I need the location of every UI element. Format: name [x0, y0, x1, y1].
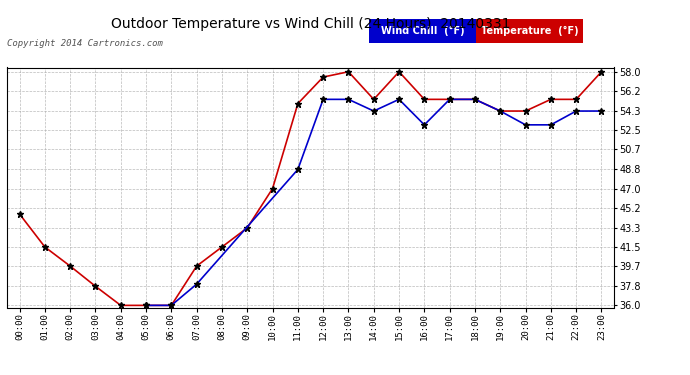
Text: Outdoor Temperature vs Wind Chill (24 Hours)  20140331: Outdoor Temperature vs Wind Chill (24 Ho… — [111, 17, 510, 31]
Text: Copyright 2014 Cartronics.com: Copyright 2014 Cartronics.com — [7, 39, 163, 48]
Text: Wind Chill  (°F): Wind Chill (°F) — [381, 26, 464, 36]
Text: Temperature  (°F): Temperature (°F) — [481, 26, 578, 36]
